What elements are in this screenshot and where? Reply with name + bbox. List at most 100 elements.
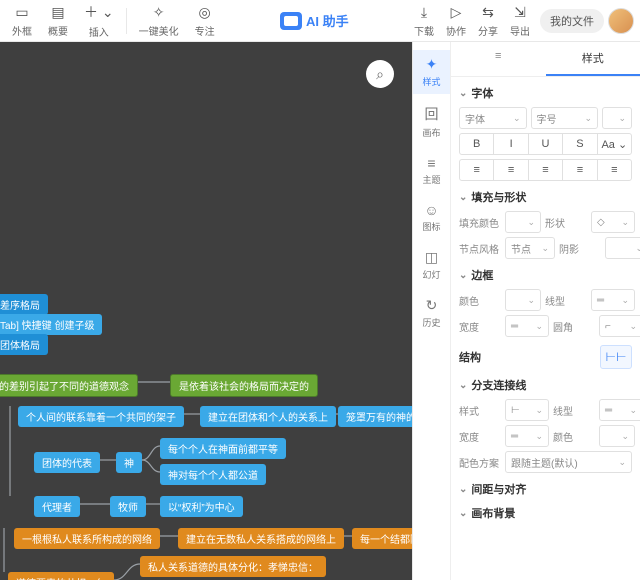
vtab-主题[interactable]: ≡主题 <box>413 149 450 192</box>
font-btn-0[interactable]: B <box>459 133 494 155</box>
search-icon[interactable]: ⌕ <box>366 60 394 88</box>
border-width-label: 宽度 <box>459 319 501 334</box>
图标-icon: ☺ <box>424 202 438 218</box>
align-row: ≡≡≡≡≡ <box>459 159 632 181</box>
tb-概要[interactable]: ▤概要 <box>42 2 74 40</box>
section-border[interactable]: 边框 <box>459 267 632 283</box>
tab-style[interactable]: 样式 <box>546 42 640 76</box>
mind-node[interactable]: 一根根私人联系所构成的网络 <box>14 528 160 549</box>
my-files-button[interactable]: 我的文件 <box>540 9 604 33</box>
border-color-select[interactable] <box>505 289 541 311</box>
fill-color-label: 填充颜色 <box>459 215 501 230</box>
mind-node[interactable]: 团体格局 <box>0 334 48 355</box>
tb-外框[interactable]: ▭外框 <box>6 2 38 40</box>
border-radius-select[interactable]: ⌐ <box>599 315 640 337</box>
概要-icon: ▤ <box>51 4 64 21</box>
border-line-select[interactable]: ═ <box>591 289 635 311</box>
vtab-幻灯[interactable]: ◫幻灯 <box>413 243 450 287</box>
branch-style-select[interactable]: ⊢ <box>505 399 549 421</box>
导出-icon: ⇲ <box>514 4 526 21</box>
tb-协作[interactable]: ▷协作 <box>440 2 472 40</box>
font-btn-2[interactable]: U <box>528 133 563 155</box>
section-fill[interactable]: 填充与形状 <box>459 189 632 205</box>
branch-style-label: 样式 <box>459 403 501 418</box>
branch-color-select[interactable] <box>599 425 635 447</box>
main-area: ⌕ 差序格局Tab] 快捷键 创建子级团体格局局的差别引起了不同的道德观念 是依着… <box>0 42 640 580</box>
tb-导出[interactable]: ⇲导出 <box>504 2 536 40</box>
font-btn-1[interactable]: I <box>493 133 528 155</box>
mind-node[interactable]: 建立在无数私人关系搭成的网络上 <box>178 528 344 549</box>
align-btn-4[interactable]: ≡ <box>597 159 632 181</box>
tb-插入[interactable]: ＋ ⌄插入 <box>78 0 120 41</box>
font-btn-3[interactable]: S <box>562 133 597 155</box>
mind-node[interactable]: 局的差别引起了不同的道德观念 <box>0 374 138 397</box>
shadow-select[interactable] <box>605 237 640 259</box>
tb-一键美化[interactable]: ✧一键美化 <box>133 2 185 40</box>
divider <box>126 8 127 34</box>
fill-color-select[interactable] <box>505 211 541 233</box>
tb-分享[interactable]: ⇆分享 <box>472 2 504 40</box>
mind-node[interactable]: 差序格局 <box>0 294 48 315</box>
branch-line-select[interactable]: ═ <box>599 399 640 421</box>
mind-node[interactable]: 道德要素的共相：仁 <box>8 572 114 580</box>
tb-专注[interactable]: ◎专注 <box>189 2 221 40</box>
历史-icon: ↻ <box>426 297 438 314</box>
structure-picker[interactable]: ⊢⊢ <box>600 345 632 369</box>
style-panel: ≡ 样式 字体 字体 字号 BIUSAa ⌄ ≡≡≡≡≡ 填充与形状 填充颜色 … <box>450 42 640 580</box>
shape-select[interactable]: ◇ <box>591 211 635 233</box>
mind-node[interactable]: 神对每个个人都公道 <box>160 464 266 485</box>
scheme-label: 配色方案 <box>459 455 501 470</box>
mind-node[interactable]: 团体的代表 <box>34 452 100 473</box>
shape-label: 形状 <box>545 215 587 230</box>
section-font[interactable]: 字体 <box>459 85 632 101</box>
border-line-label: 线型 <box>545 293 587 308</box>
tb-下载[interactable]: ⤓下载 <box>408 2 440 40</box>
border-color-label: 颜色 <box>459 293 501 308</box>
border-width-select[interactable]: ═ <box>505 315 549 337</box>
协作-icon: ▷ <box>451 4 462 21</box>
branch-width-label: 宽度 <box>459 429 501 444</box>
vtab-画布[interactable]: 回画布 <box>413 98 450 145</box>
shadow-label: 阴影 <box>559 241 601 256</box>
section-spacing[interactable]: 间距与对齐 <box>459 481 632 497</box>
mind-node[interactable]: 代理者 <box>34 496 80 517</box>
align-btn-0[interactable]: ≡ <box>459 159 494 181</box>
ai-assistant-button[interactable]: AI 助手 <box>280 11 349 30</box>
mind-node[interactable]: 私人关系道德的具体分化：孝悌忠信： <box>140 556 326 577</box>
font-extra-select[interactable] <box>602 107 632 129</box>
branch-color-label: 颜色 <box>553 429 595 444</box>
mind-node[interactable]: 是依着该社会的格局而决定的 <box>170 374 318 397</box>
font-family-select[interactable]: 字体 <box>459 107 527 129</box>
mind-node[interactable]: 以“权利”为中心 <box>160 496 243 517</box>
avatar[interactable] <box>608 8 634 34</box>
vtab-历史[interactable]: ↻历史 <box>413 291 450 335</box>
样式-icon: ✦ <box>426 56 438 73</box>
branch-width-select[interactable]: ═ <box>505 425 549 447</box>
vtab-图标[interactable]: ☺图标 <box>413 196 450 239</box>
mindmap-canvas[interactable]: ⌕ 差序格局Tab] 快捷键 创建子级团体格局局的差别引起了不同的道德观念 是依着… <box>0 42 412 580</box>
分享-icon: ⇆ <box>482 4 494 21</box>
align-btn-3[interactable]: ≡ <box>562 159 597 181</box>
mind-node[interactable]: 个人间的联系靠着一个共同的架子 <box>18 406 184 427</box>
ai-label: AI 助手 <box>306 11 349 30</box>
section-bg[interactable]: 画布背景 <box>459 505 632 521</box>
tab-outline[interactable]: ≡ <box>451 42 546 76</box>
section-branch[interactable]: 分支连接线 <box>459 377 632 393</box>
scheme-select[interactable]: 跟随主题(默认) <box>505 451 632 473</box>
mind-node[interactable]: 牧师 <box>110 496 146 517</box>
画布-icon: 回 <box>425 104 439 124</box>
align-btn-2[interactable]: ≡ <box>528 159 563 181</box>
mind-node[interactable]: Tab] 快捷键 创建子级 <box>0 314 102 335</box>
ai-icon <box>280 12 302 30</box>
align-btn-1[interactable]: ≡ <box>493 159 528 181</box>
font-btn-4[interactable]: Aa ⌄ <box>597 133 632 155</box>
mind-node[interactable]: 笼罩万有的神的观念 <box>338 406 412 427</box>
mind-node[interactable]: 建立在团体和个人的关系上 <box>200 406 336 427</box>
font-style-row: BIUSAa ⌄ <box>459 133 632 155</box>
mind-node[interactable]: 每个个人在神面前都平等 <box>160 438 286 459</box>
node-style-select[interactable]: 节点 <box>505 237 555 259</box>
vtab-样式[interactable]: ✦样式 <box>413 50 450 94</box>
mind-node[interactable]: 神 <box>116 452 142 473</box>
mind-node[interactable]: 每一个结都附着一种道德要素 <box>352 528 412 549</box>
font-size-select[interactable]: 字号 <box>531 107 599 129</box>
